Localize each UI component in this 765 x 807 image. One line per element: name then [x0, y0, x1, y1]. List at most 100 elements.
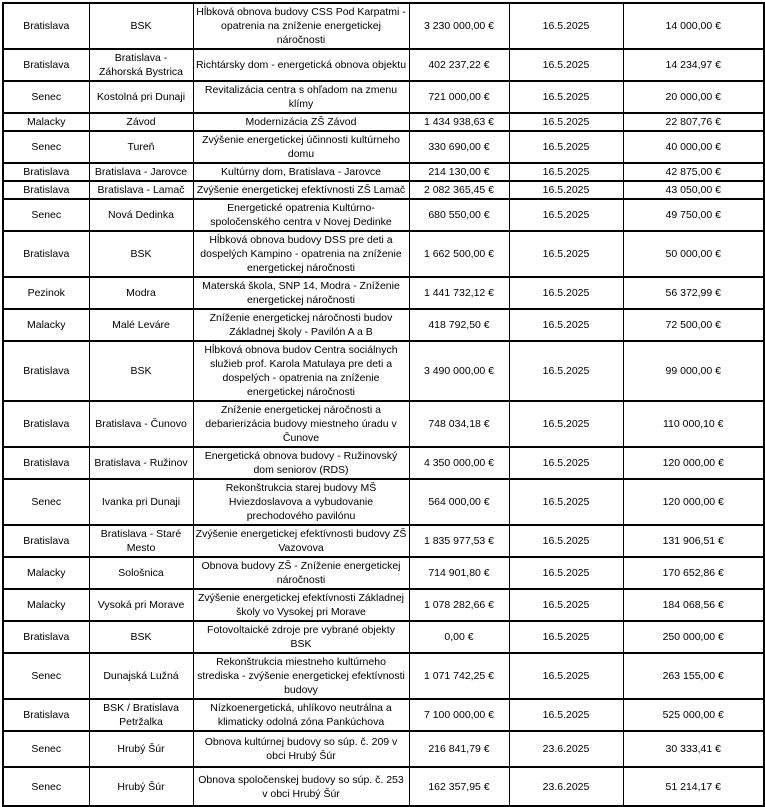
cell-project: Hĺbková obnova budov Centra sociálnych s…: [192, 340, 410, 402]
cell-project: Revitalizácia centra s ohľadom na zmenu …: [192, 80, 410, 114]
cell-municipality: Bratislava - Jarovce: [88, 162, 194, 182]
cell-district: Bratislava: [2, 2, 90, 50]
cell-amount: 1 434 938,63 €: [408, 112, 510, 132]
cell-amount: 0,00 €: [408, 620, 510, 654]
cell-date: 16.5.2025: [508, 80, 624, 114]
cell-date: 16.5.2025: [508, 276, 624, 310]
cell-district: Senec: [2, 130, 90, 164]
table-row: Malacky Vysoká pri Morave Zvýšenie energet…: [2, 588, 765, 622]
cell-municipality: BSK / Bratislava Petržalka: [88, 698, 194, 732]
cell-project: Obnova kultúrnej budovy so súp. č. 209 v…: [192, 730, 410, 768]
cell-project: Zníženie energetickej náročnosti budov Z…: [192, 308, 410, 342]
cell-contribution: 250 000,00 €: [622, 620, 765, 654]
cell-municipality: Malé Leváre: [88, 308, 194, 342]
cell-municipality: BSK: [88, 340, 194, 402]
table-row: Senec Ivanka pri Dunaji Rekonštrukcia star…: [2, 478, 765, 526]
cell-municipality: Kostolná pri Dunaji: [88, 80, 194, 114]
cell-district: Senec: [2, 198, 90, 232]
cell-amount: 680 550,00 €: [408, 198, 510, 232]
cell-project: Rekonštrukcia miestneho kultúrneho stred…: [192, 652, 410, 700]
cell-amount: 1 835 977,53 €: [408, 524, 510, 558]
cell-date: 16.5.2025: [508, 112, 624, 132]
cell-amount: 418 792,50 €: [408, 308, 510, 342]
cell-amount: 721 000,00 €: [408, 80, 510, 114]
cell-date: 16.5.2025: [508, 446, 624, 480]
cell-date: 16.5.2025: [508, 308, 624, 342]
cell-district: Senec: [2, 730, 90, 768]
table-row: Bratislava Bratislava - Čunovo Zníženie en…: [2, 400, 765, 448]
cell-amount: 714 901,80 €: [408, 556, 510, 590]
cell-project: Nízkoenergetická, uhlíkovo neutrálna a k…: [192, 698, 410, 732]
cell-contribution: 56 372,99 €: [622, 276, 765, 310]
cell-municipality: BSK: [88, 2, 194, 50]
cell-district: Bratislava: [2, 48, 90, 82]
cell-municipality: Bratislava - Staré Mesto: [88, 524, 194, 558]
cell-contribution: 131 906,51 €: [622, 524, 765, 558]
cell-amount: 748 034,18 €: [408, 400, 510, 448]
cell-amount: 2 082 365,45 €: [408, 180, 510, 200]
cell-municipality: BSK: [88, 620, 194, 654]
table-row: Bratislava BSK Hĺbková obnova budovy CSS P…: [2, 2, 765, 50]
cell-date: 16.5.2025: [508, 340, 624, 402]
cell-project: Hĺbková obnova budovy DSS pre deti a dos…: [192, 230, 410, 278]
cell-district: Malacky: [2, 112, 90, 132]
cell-municipality: Sološnica: [88, 556, 194, 590]
cell-date: 16.5.2025: [508, 620, 624, 654]
cell-amount: 214 130,00 €: [408, 162, 510, 182]
cell-project: Hĺbková obnova budovy CSS Pod Karpatmi -…: [192, 2, 410, 50]
cell-amount: 1 662 500,00 €: [408, 230, 510, 278]
cell-municipality: Závod: [88, 112, 194, 132]
cell-contribution: 263 155,00 €: [622, 652, 765, 700]
table-row: Bratislava BSK Fotovoltaické zdroje pre vy…: [2, 620, 765, 654]
cell-amount: 1 441 732,12 €: [408, 276, 510, 310]
cell-project: Materská škola, SNP 14, Modra - Zníženie…: [192, 276, 410, 310]
cell-amount: 402 237,22 €: [408, 48, 510, 82]
cell-amount: 564 000,00 €: [408, 478, 510, 526]
cell-contribution: 170 652,86 €: [622, 556, 765, 590]
table-row: Pezinok Modra Materská škola, SNP 14, Modr…: [2, 276, 765, 310]
cell-contribution: 525 000,00 €: [622, 698, 765, 732]
table-row: Senec Hrubý Šúr Obnova kultúrnej budovy so…: [2, 730, 765, 768]
cell-contribution: 50 000,00 €: [622, 230, 765, 278]
cell-contribution: 184 068,56 €: [622, 588, 765, 622]
table-row: Bratislava BSK Hĺbková obnova budovy DSS p…: [2, 230, 765, 278]
cell-project: Energetická obnova budovy - Ružinovský d…: [192, 446, 410, 480]
cell-project: Obnova budovy ZŠ - Zníženie energetickej…: [192, 556, 410, 590]
table-row: Senec Dunajská Lužná Rekonštrukcia miestne…: [2, 652, 765, 700]
table-row: Bratislava Bratislava - Ružinov Energetick…: [2, 446, 765, 480]
cell-contribution: 14 000,00 €: [622, 2, 765, 50]
cell-municipality: Modra: [88, 276, 194, 310]
cell-project: Zvýšenie energetickej efektívnosti Zákla…: [192, 588, 410, 622]
cell-district: Malacky: [2, 308, 90, 342]
table-row: Bratislava Bratislava - Staré Mesto Zvýšen…: [2, 524, 765, 558]
cell-date: 16.5.2025: [508, 652, 624, 700]
cell-project: Modernizácia ZŠ Závod: [192, 112, 410, 132]
cell-date: 16.5.2025: [508, 230, 624, 278]
table-row: Senec Nová Dedinka Energetické opatrenia K…: [2, 198, 765, 232]
cell-contribution: 49 750,00 €: [622, 198, 765, 232]
cell-project: Rekonštrukcia starej budovy MŠ Hviezdosl…: [192, 478, 410, 526]
cell-district: Senec: [2, 80, 90, 114]
table-row: Malacky Sološnica Obnova budovy ZŠ - Zníže…: [2, 556, 765, 590]
cell-date: 16.5.2025: [508, 524, 624, 558]
cell-amount: 3 230 000,00 €: [408, 2, 510, 50]
cell-project: Fotovoltaické zdroje pre vybrané objekty…: [192, 620, 410, 654]
cell-municipality: Bratislava - Záhorská Bystrica: [88, 48, 194, 82]
cell-contribution: 43 050,00 €: [622, 180, 765, 200]
cell-municipality: Nová Dedinka: [88, 198, 194, 232]
cell-amount: 216 841,79 €: [408, 730, 510, 768]
cell-district: Pezinok: [2, 276, 90, 310]
cell-contribution: 40 000,00 €: [622, 130, 765, 164]
cell-municipality: Bratislava - Čunovo: [88, 400, 194, 448]
cell-contribution: 120 000,00 €: [622, 446, 765, 480]
cell-district: Bratislava: [2, 162, 90, 182]
cell-contribution: 20 000,00 €: [622, 80, 765, 114]
cell-district: Bratislava: [2, 400, 90, 448]
cell-contribution: 110 000,10 €: [622, 400, 765, 448]
cell-date: 16.5.2025: [508, 400, 624, 448]
cell-district: Bratislava: [2, 180, 90, 200]
cell-project: Kultúrny dom, Bratislava - Jarovce: [192, 162, 410, 182]
cell-contribution: 99 000,00 €: [622, 340, 765, 402]
